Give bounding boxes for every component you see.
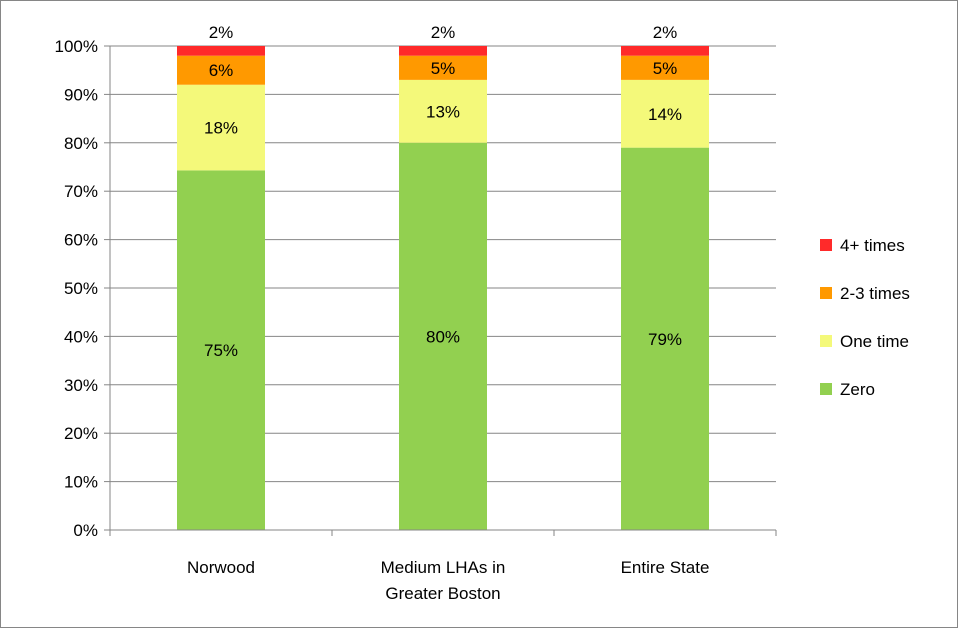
y-tick-label: 0% bbox=[73, 521, 98, 540]
legend-swatch bbox=[820, 239, 832, 251]
y-tick-label: 60% bbox=[64, 231, 98, 250]
data-label: 2% bbox=[653, 23, 678, 42]
legend-label: 2-3 times bbox=[840, 284, 910, 303]
y-tick-label: 40% bbox=[64, 327, 98, 346]
legend: 4+ times 2-3 times One time Zero bbox=[820, 236, 910, 399]
legend-swatch bbox=[820, 335, 832, 347]
bar-segment bbox=[621, 147, 709, 530]
bar-segment bbox=[177, 55, 265, 85]
data-label: 75% bbox=[204, 341, 238, 360]
y-tick-label: 20% bbox=[64, 424, 98, 443]
legend-swatch bbox=[820, 287, 832, 299]
data-label: 13% bbox=[426, 102, 460, 121]
bar-segment bbox=[177, 46, 265, 56]
x-axis: Norwood Medium LHAs in Greater Boston Entir… bbox=[109, 529, 777, 603]
data-label: 5% bbox=[653, 59, 678, 78]
data-label: 2% bbox=[209, 23, 234, 42]
y-tick-label: 50% bbox=[64, 279, 98, 298]
bars: 75% 18% 6% 2% 80% 13% 5% 2% 79% 14% 5% 2% bbox=[177, 23, 709, 531]
legend-label: Zero bbox=[840, 380, 875, 399]
bar-segment bbox=[621, 79, 709, 148]
bar-segment bbox=[177, 170, 265, 530]
y-tick-label: 90% bbox=[64, 85, 98, 104]
y-tick-label: 100% bbox=[55, 37, 98, 56]
bar-segment bbox=[621, 55, 709, 80]
bar-segment bbox=[399, 55, 487, 80]
x-category-label: Norwood bbox=[187, 558, 255, 577]
legend-label: One time bbox=[840, 332, 909, 351]
y-tick-label: 80% bbox=[64, 134, 98, 153]
data-label: 18% bbox=[204, 119, 238, 138]
y-tick-label: 70% bbox=[64, 182, 98, 201]
bar-segment bbox=[177, 84, 265, 171]
data-label: 5% bbox=[431, 59, 456, 78]
x-category-label: Entire State bbox=[621, 558, 710, 577]
legend-swatch bbox=[820, 383, 832, 395]
bar-segment bbox=[621, 46, 709, 56]
data-label: 80% bbox=[426, 327, 460, 346]
y-tick-label: 10% bbox=[64, 473, 98, 492]
bar-segment bbox=[399, 46, 487, 56]
data-label: 79% bbox=[648, 330, 682, 349]
data-label: 6% bbox=[209, 61, 234, 80]
data-label: 2% bbox=[431, 23, 456, 42]
y-axis: 0% 10% 20% 30% 40% 50% 60% 70% 80% 90% 100% bbox=[55, 37, 111, 540]
bar-segment bbox=[399, 79, 487, 143]
data-label: 14% bbox=[648, 105, 682, 124]
y-tick-label: 30% bbox=[64, 376, 98, 395]
x-category-label: Medium LHAs in bbox=[381, 558, 506, 577]
x-category-label: Greater Boston bbox=[385, 584, 500, 603]
legend-label: 4+ times bbox=[840, 236, 905, 255]
bar-segment bbox=[399, 142, 487, 531]
